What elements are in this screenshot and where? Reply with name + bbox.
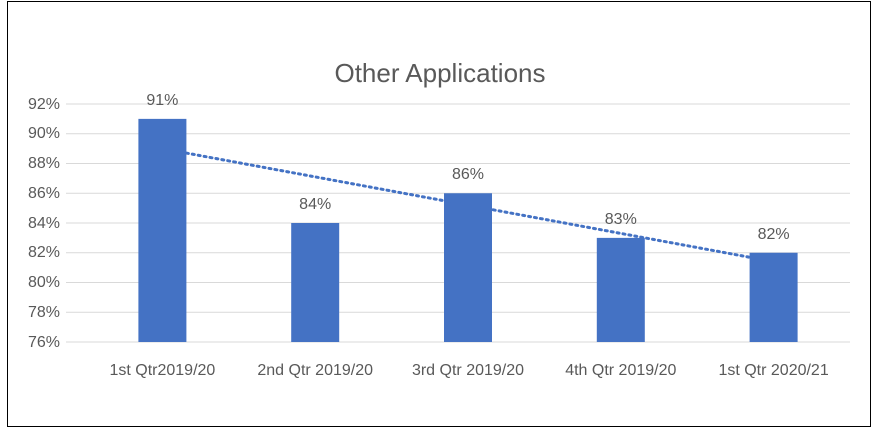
trendline (184, 151, 752, 259)
x-tick-label: 1st Qtr 2020/21 (718, 362, 829, 379)
y-tick-label: 88% (27, 155, 60, 172)
bar (749, 252, 798, 342)
y-tick-label: 90% (27, 125, 60, 143)
value-label: 84% (299, 196, 332, 213)
bar (444, 193, 492, 342)
x-tick-label: 1st Qtr2019/20 (109, 362, 216, 379)
x-tick-label: 3rd Qtr 2019/20 (411, 362, 525, 379)
y-tick-label: 84% (27, 214, 60, 232)
value-label: 91% (146, 91, 179, 109)
y-tick-label: 92% (27, 95, 60, 113)
x-tick-label: 4th Qtr 2019/20 (565, 362, 677, 379)
chart-frame (7, 1, 871, 427)
y-tick-label: 80% (27, 274, 60, 291)
bar (138, 118, 187, 342)
value-label: 83% (604, 210, 637, 228)
value-label: 82% (757, 225, 790, 243)
y-tick-label: 78% (27, 303, 60, 321)
bar (291, 223, 340, 342)
value-label: 86% (451, 166, 485, 184)
chart-title: Other Applications (334, 58, 546, 88)
x-tick-label: 2nd Qtr 2019/20 (257, 362, 373, 379)
bar (596, 237, 645, 342)
y-tick-label: 86% (27, 184, 60, 202)
y-tick-label: 76% (27, 333, 60, 351)
y-tick-label: 82% (27, 244, 60, 262)
